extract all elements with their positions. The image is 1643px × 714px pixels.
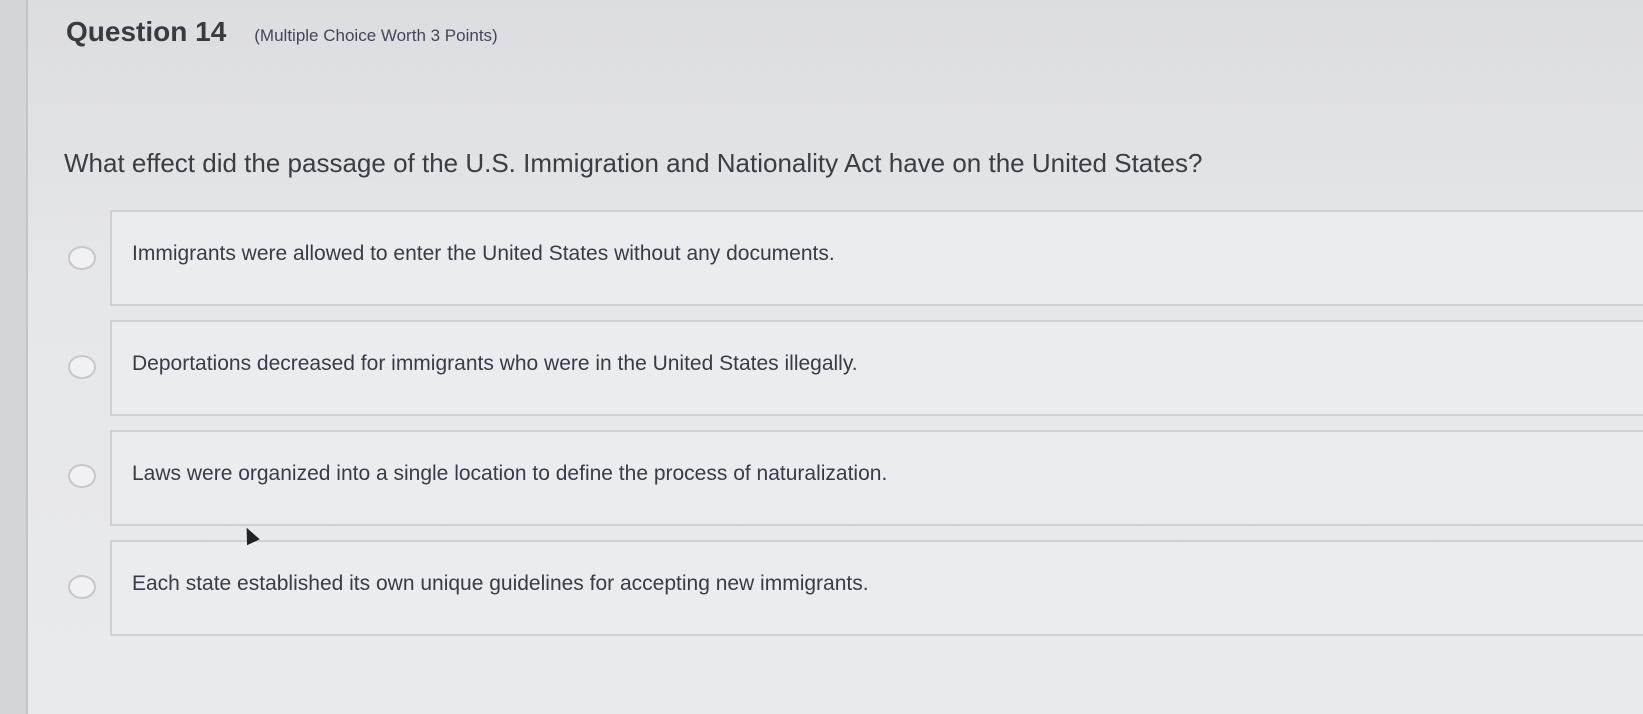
option-label: Laws were organized into a single locati…	[132, 462, 888, 485]
question-points: (Multiple Choice Worth 3 Points)	[254, 26, 498, 45]
question-title: Question 14	[66, 16, 227, 47]
left-border	[0, 0, 28, 714]
option-4[interactable]: Each state established its own unique gu…	[110, 540, 1643, 636]
option-3[interactable]: Laws were organized into a single locati…	[110, 430, 1643, 526]
option-radio-2[interactable]	[68, 355, 96, 379]
question-header: Question 14 (Multiple Choice Worth 3 Poi…	[66, 16, 498, 48]
option-label: Immigrants were allowed to enter the Uni…	[132, 242, 835, 265]
option-label: Each state established its own unique gu…	[132, 572, 869, 595]
option-radio-3[interactable]	[68, 464, 96, 488]
question-prompt: What effect did the passage of the U.S. …	[64, 148, 1203, 178]
option-radio-1[interactable]	[68, 246, 96, 270]
option-radio-4[interactable]	[68, 575, 96, 599]
option-2[interactable]: Deportations decreased for immigrants wh…	[110, 320, 1643, 416]
option-label: Deportations decreased for immigrants wh…	[132, 352, 858, 375]
option-1[interactable]: Immigrants were allowed to enter the Uni…	[110, 210, 1643, 306]
